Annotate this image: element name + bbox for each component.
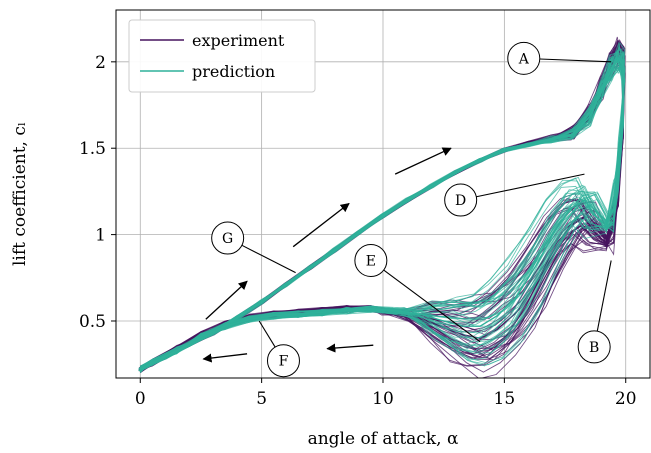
y-axis-label: lift coefficient, cₗ <box>10 122 30 266</box>
annotation-leader-F <box>258 320 276 348</box>
annotations: A B D E F G <box>202 41 612 378</box>
cycle-line <box>139 46 624 369</box>
annotation-label-E: E <box>366 254 376 270</box>
cycle-line <box>138 44 624 372</box>
cycle-line <box>139 48 624 372</box>
y-tick-label: 1.5 <box>79 139 106 159</box>
cycle-line <box>139 45 625 373</box>
legend: experiment prediction <box>128 19 316 93</box>
direction-arrow <box>202 353 248 363</box>
annotation-label-F: F <box>279 354 289 370</box>
cycle-line <box>138 48 624 374</box>
legend-label-prediction: prediction <box>192 62 275 81</box>
cycle-line <box>140 42 625 370</box>
data-series <box>138 36 626 378</box>
legend-label-experiment: experiment <box>192 31 285 50</box>
annotation-leader-B <box>596 260 612 332</box>
cycle-line <box>140 49 625 371</box>
y-tick-label: 2 <box>95 53 106 73</box>
annotation-label-D: D <box>455 193 466 209</box>
annotation-label-G: G <box>222 231 233 247</box>
annotation-circle-A <box>507 41 541 75</box>
x-axis-label: angle of attack, α <box>308 429 459 449</box>
annotation-circle-B <box>577 330 611 364</box>
ticks: 0 5 10 15 20 0.5 1 1.5 2 <box>79 53 637 409</box>
direction-arrow <box>394 147 452 175</box>
legend-box <box>128 19 316 93</box>
x-tick-label: 10 <box>372 389 394 409</box>
cycle-line <box>139 49 624 370</box>
direction-arrow <box>292 202 350 248</box>
series-line <box>139 57 624 371</box>
annotation-leader-E <box>383 269 481 343</box>
annotation-circle-D <box>444 183 478 217</box>
annotation-leader-D <box>476 173 585 198</box>
x-tick-label: 20 <box>615 389 637 409</box>
y-tick-label: 1 <box>95 226 106 246</box>
x-tick-label: 0 <box>135 389 146 409</box>
cycle-line <box>140 46 626 370</box>
cycle-line <box>139 43 624 370</box>
series-prediction <box>138 41 626 374</box>
direction-arrow <box>205 280 248 320</box>
annotation-circle-G <box>211 221 245 255</box>
cycle-line <box>138 49 624 370</box>
annotation-circle-F <box>266 344 300 378</box>
annotation-leader-G <box>241 244 296 274</box>
cycle-line <box>139 47 625 372</box>
x-tick-label: 15 <box>494 389 516 409</box>
x-tick-label: 5 <box>256 389 267 409</box>
annotation-circle-E <box>354 244 388 278</box>
cycle-line <box>138 51 624 370</box>
annotation-leader-A <box>539 58 612 63</box>
cycle-line <box>139 60 624 371</box>
y-tick-label: 0.5 <box>79 312 106 332</box>
annotation-label-B: B <box>589 340 599 356</box>
annotation-label-A: A <box>518 51 530 67</box>
direction-arrow <box>326 343 374 353</box>
